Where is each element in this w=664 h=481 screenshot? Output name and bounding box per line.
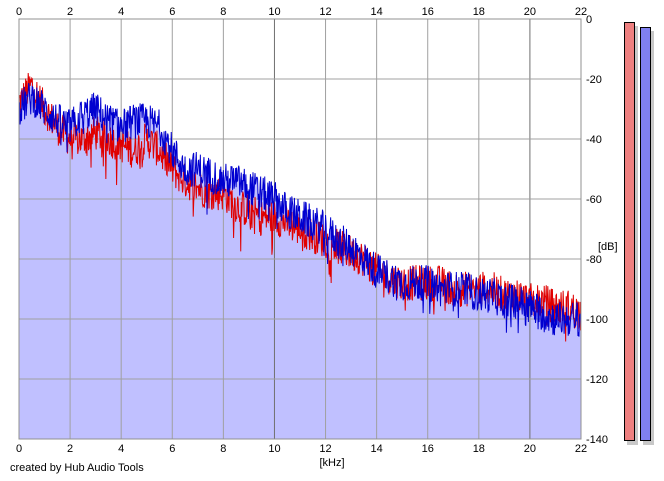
x-axis-top: 0 2 4 6 8 10 12 14 16 18 20 22 xyxy=(16,6,587,18)
x-tick-label-top: 22 xyxy=(575,6,587,18)
y-tick-label: -140 xyxy=(586,434,608,446)
x-tick-label-bottom: 10 xyxy=(268,443,280,455)
y-tick-label: -100 xyxy=(586,314,608,326)
x-tick-label-bottom: 22 xyxy=(575,443,587,455)
x-tick-label-bottom: 6 xyxy=(169,443,175,455)
y-tick-label: -60 xyxy=(586,194,602,206)
y-tick-label: 0 xyxy=(586,14,592,26)
x-axis-bottom: 0 2 4 6 8 10 12 14 16 18 20 22 xyxy=(16,443,587,455)
x-tick-label-bottom: 8 xyxy=(220,443,226,455)
x-tick-label-top: 6 xyxy=(169,6,175,18)
x-tick-label-top: 4 xyxy=(118,6,124,18)
x-tick-label-top: 16 xyxy=(422,6,434,18)
credit-text: created by Hub Audio Tools xyxy=(10,462,144,474)
x-tick-label-bottom: 20 xyxy=(524,443,536,455)
x-axis-label: [kHz] xyxy=(319,457,344,469)
y-tick-label: -20 xyxy=(586,74,602,86)
x-tick-label-top: 14 xyxy=(371,6,383,18)
x-tick-label-top: 2 xyxy=(67,6,73,18)
x-tick-label-bottom: 4 xyxy=(118,443,124,455)
spectrum-fill-area xyxy=(19,73,581,439)
y-axis-right: 0 -20 -40 -60 -80 -100 -120 -140 xyxy=(586,14,608,446)
x-tick-label-top: 0 xyxy=(16,6,22,18)
x-tick-label-bottom: 16 xyxy=(422,443,434,455)
x-tick-label-top: 18 xyxy=(473,6,485,18)
x-tick-label-top: 12 xyxy=(319,6,331,18)
x-tick-label-top: 8 xyxy=(220,6,226,18)
x-tick-label-bottom: 18 xyxy=(473,443,485,455)
x-tick-label-bottom: 2 xyxy=(67,443,73,455)
y-tick-label: -120 xyxy=(586,374,608,386)
left-level-meter xyxy=(624,22,635,441)
x-tick-label-bottom: 12 xyxy=(319,443,331,455)
y-tick-label: -80 xyxy=(586,254,602,266)
y-tick-label: -40 xyxy=(586,134,602,146)
right-level-meter xyxy=(640,27,651,441)
x-tick-label-bottom: 14 xyxy=(371,443,383,455)
y-axis-label: [dB] xyxy=(598,241,618,253)
x-tick-label-bottom: 0 xyxy=(16,443,22,455)
x-tick-label-top: 10 xyxy=(268,6,280,18)
plot-frame xyxy=(18,18,582,440)
series-line-right xyxy=(18,82,582,337)
x-tick-label-top: 20 xyxy=(524,6,536,18)
